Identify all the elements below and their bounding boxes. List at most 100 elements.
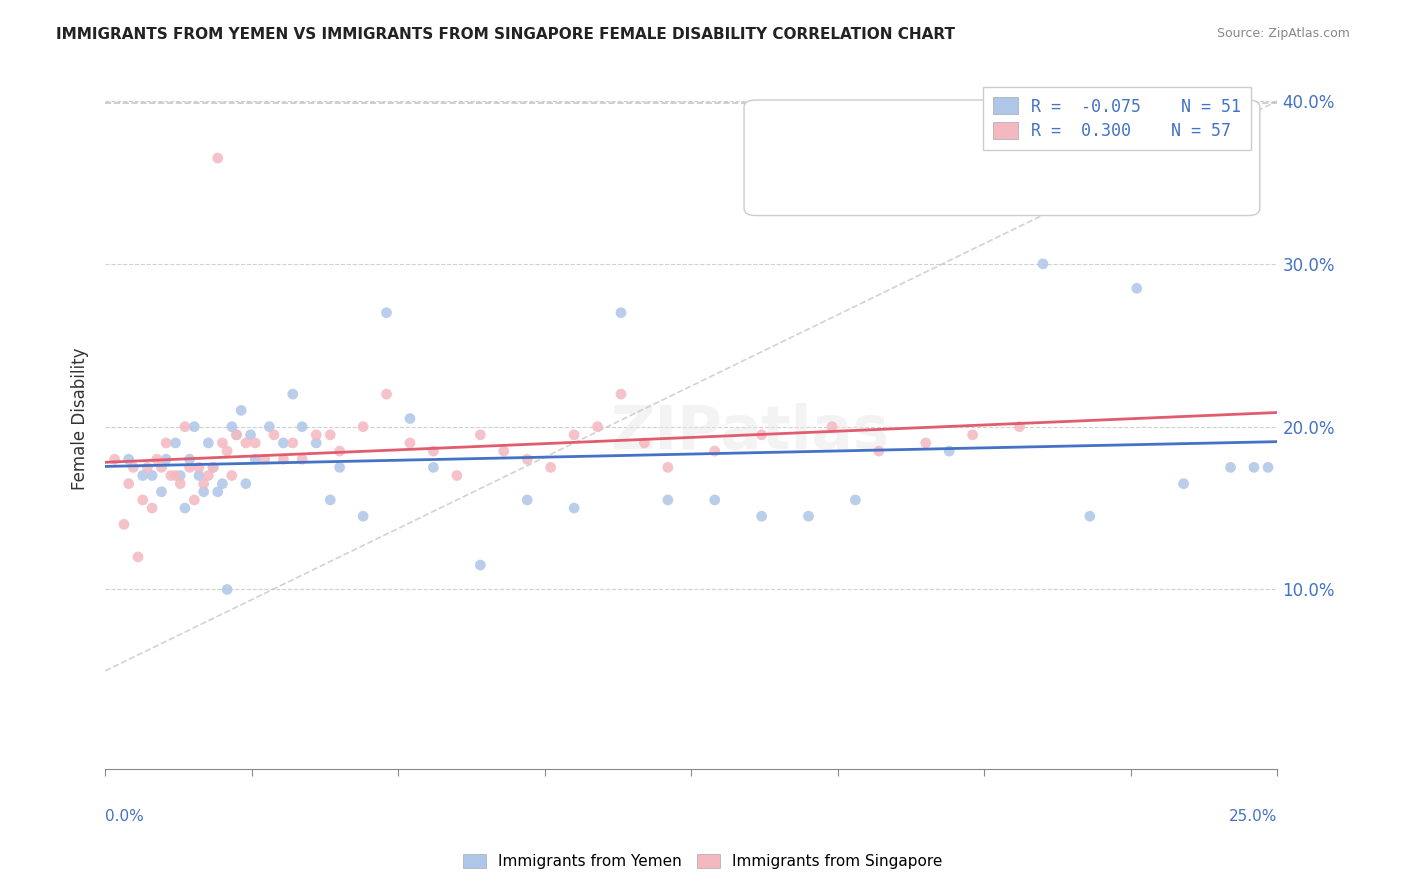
Point <box>422 444 444 458</box>
Point <box>188 460 211 475</box>
Point <box>1008 419 1031 434</box>
Point <box>305 436 328 450</box>
Point <box>202 460 225 475</box>
Point <box>305 427 328 442</box>
Point <box>132 468 155 483</box>
Point <box>610 387 633 401</box>
Point <box>657 492 679 507</box>
Point <box>492 444 515 458</box>
Text: 25.0%: 25.0% <box>1229 809 1278 824</box>
Point <box>319 492 342 507</box>
Point <box>562 427 585 442</box>
Point <box>352 509 374 524</box>
Point <box>938 444 960 458</box>
Point <box>245 436 267 450</box>
Point <box>239 427 262 442</box>
Point <box>562 501 585 516</box>
Point <box>470 558 492 572</box>
Point <box>1078 509 1101 524</box>
Point <box>165 436 187 450</box>
Point <box>235 476 257 491</box>
Point <box>188 468 211 483</box>
Point <box>633 436 655 450</box>
Point <box>155 436 177 450</box>
Point <box>1257 460 1279 475</box>
Point <box>657 460 679 475</box>
Point <box>174 501 197 516</box>
Point <box>273 436 295 450</box>
Point <box>291 419 314 434</box>
Point <box>273 452 295 467</box>
Point <box>231 403 253 417</box>
Point <box>202 460 225 475</box>
Point <box>914 436 936 450</box>
Point <box>183 419 205 434</box>
Point <box>281 436 304 450</box>
Point <box>868 444 890 458</box>
Point <box>197 436 219 450</box>
Text: 0.0%: 0.0% <box>105 809 143 824</box>
Text: Source: ZipAtlas.com: Source: ZipAtlas.com <box>1216 27 1350 40</box>
Point <box>821 419 844 434</box>
Point <box>118 452 141 467</box>
Point <box>217 444 239 458</box>
Point <box>797 509 820 524</box>
Text: IMMIGRANTS FROM YEMEN VS IMMIGRANTS FROM SINGAPORE FEMALE DISABILITY CORRELATION: IMMIGRANTS FROM YEMEN VS IMMIGRANTS FROM… <box>56 27 955 42</box>
Point <box>375 387 398 401</box>
Point <box>221 419 243 434</box>
Y-axis label: Female Disability: Female Disability <box>72 347 89 490</box>
Point <box>610 306 633 320</box>
Point <box>291 452 314 467</box>
Point <box>844 492 866 507</box>
Text: ZIPatlas: ZIPatlas <box>610 403 890 462</box>
Point <box>281 387 304 401</box>
Point <box>703 492 725 507</box>
Point <box>165 468 187 483</box>
Point <box>207 484 229 499</box>
Point <box>141 501 163 516</box>
Point <box>160 468 183 483</box>
Point <box>319 427 342 442</box>
Point <box>207 151 229 165</box>
Point <box>118 476 141 491</box>
Point <box>141 468 163 483</box>
Point <box>245 452 267 467</box>
Point <box>263 427 285 442</box>
Point <box>217 582 239 597</box>
Point <box>104 452 127 467</box>
Point <box>122 460 145 475</box>
Legend: R =  -0.075    N = 51, R =  0.300    N = 57: R = -0.075 N = 51, R = 0.300 N = 57 <box>983 87 1251 151</box>
Point <box>446 468 468 483</box>
Point <box>221 468 243 483</box>
Point <box>540 460 562 475</box>
Point <box>399 436 422 450</box>
Point <box>422 460 444 475</box>
Point <box>751 427 773 442</box>
Point <box>329 460 352 475</box>
Point <box>179 460 201 475</box>
Point <box>174 419 197 434</box>
Point <box>150 484 173 499</box>
Point <box>516 452 538 467</box>
Point <box>235 436 257 450</box>
Point <box>132 492 155 507</box>
Point <box>193 476 215 491</box>
Point <box>155 452 177 467</box>
Point <box>329 444 352 458</box>
Point <box>703 444 725 458</box>
Point <box>150 460 173 475</box>
Point <box>399 411 422 425</box>
Point <box>193 484 215 499</box>
Point <box>259 419 281 434</box>
Point <box>183 492 205 507</box>
Point <box>1243 460 1265 475</box>
Point <box>211 436 233 450</box>
Point <box>586 419 609 434</box>
Point <box>127 549 149 564</box>
Point <box>197 468 219 483</box>
Point <box>136 460 159 475</box>
Point <box>375 306 398 320</box>
Point <box>1125 281 1147 295</box>
Point <box>253 452 276 467</box>
Point <box>1219 460 1241 475</box>
